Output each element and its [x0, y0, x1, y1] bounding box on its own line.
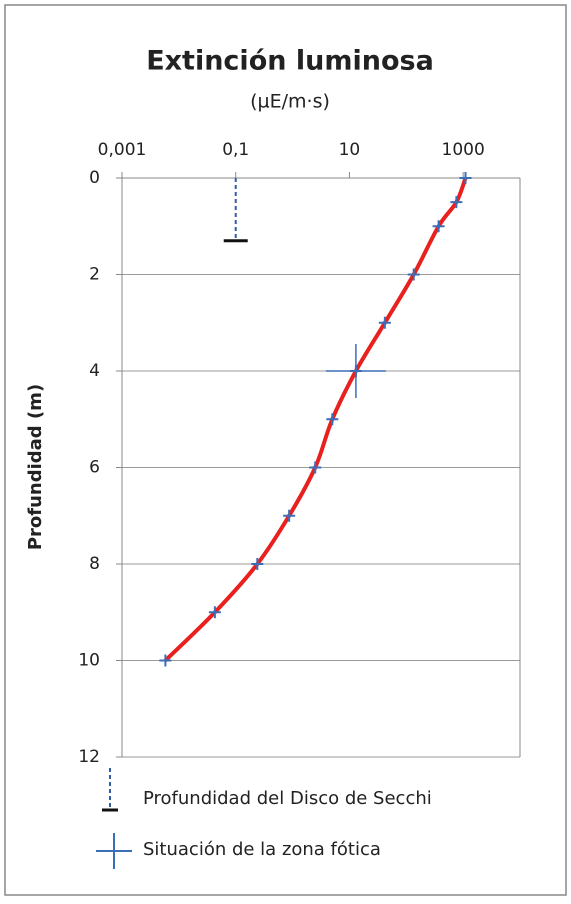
marker — [251, 558, 264, 570]
y-tick-label: 8 — [89, 554, 100, 574]
marker — [407, 268, 420, 281]
x-tick-label: 0,001 — [98, 140, 147, 160]
legend-label: Profundidad del Disco de Secchi — [143, 788, 432, 809]
y-axis-label: Profundidad (m) — [25, 384, 46, 550]
marker — [459, 172, 472, 184]
x-tick-label: 1000 — [442, 140, 485, 160]
frame — [4, 4, 567, 896]
legend-photic-marker — [96, 833, 132, 869]
photic-marker — [325, 344, 386, 398]
legend-label: Situación de la zona fótica — [143, 839, 381, 860]
y-tick-label: 12 — [78, 747, 100, 767]
marker — [432, 220, 445, 233]
x-tick-label: 10 — [339, 140, 361, 160]
x-tick-label: 0,1 — [222, 140, 249, 160]
marker — [309, 461, 322, 474]
y-tick-label: 2 — [89, 265, 100, 285]
marker — [378, 316, 391, 329]
y-tick-label: 10 — [78, 651, 100, 671]
y-tick-label: 0 — [89, 168, 100, 188]
chart-title: Extinción luminosa — [146, 46, 434, 77]
y-tick-label: 4 — [89, 361, 100, 381]
marker — [326, 413, 339, 426]
marker — [208, 606, 221, 619]
marker — [159, 654, 172, 667]
marker — [450, 196, 463, 209]
chart-subtitle: (µE/m·s) — [250, 91, 330, 113]
marker — [283, 509, 296, 522]
y-tick-label: 6 — [89, 458, 100, 478]
